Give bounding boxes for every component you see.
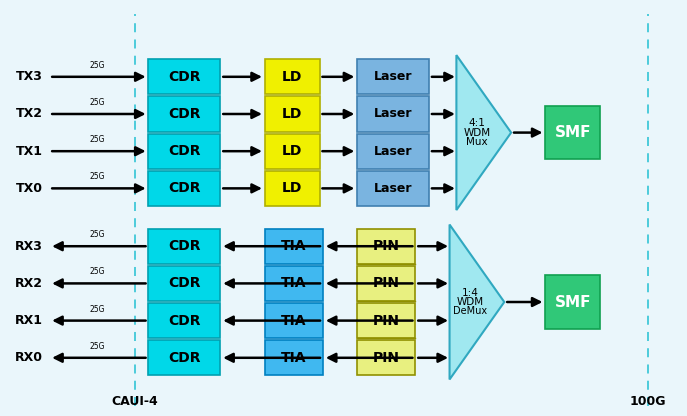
Text: DeMux: DeMux xyxy=(453,306,487,316)
Text: PIN: PIN xyxy=(373,314,400,328)
FancyBboxPatch shape xyxy=(357,340,416,375)
FancyBboxPatch shape xyxy=(148,266,221,301)
FancyBboxPatch shape xyxy=(264,229,323,264)
Text: TIA: TIA xyxy=(281,351,306,365)
Text: CAUI-4: CAUI-4 xyxy=(111,396,158,409)
FancyBboxPatch shape xyxy=(148,303,221,338)
Text: TIA: TIA xyxy=(281,314,306,328)
FancyBboxPatch shape xyxy=(545,275,600,329)
Text: Laser: Laser xyxy=(374,70,412,83)
Text: LD: LD xyxy=(282,181,302,196)
Text: RX0: RX0 xyxy=(14,351,43,364)
Text: 100G: 100G xyxy=(630,396,666,409)
Text: LD: LD xyxy=(282,107,302,121)
FancyBboxPatch shape xyxy=(545,106,600,159)
Text: WDM: WDM xyxy=(464,128,491,138)
Text: RX3: RX3 xyxy=(14,240,43,253)
Text: TIA: TIA xyxy=(281,276,306,290)
Text: CDR: CDR xyxy=(168,314,201,328)
Text: CDR: CDR xyxy=(168,144,201,158)
FancyBboxPatch shape xyxy=(264,171,319,206)
Polygon shape xyxy=(456,55,511,210)
Text: CDR: CDR xyxy=(168,276,201,290)
Text: LD: LD xyxy=(282,144,302,158)
Text: CDR: CDR xyxy=(168,351,201,365)
FancyBboxPatch shape xyxy=(148,59,221,94)
Text: SMF: SMF xyxy=(554,125,591,140)
Text: 25G: 25G xyxy=(89,305,105,314)
FancyBboxPatch shape xyxy=(264,134,319,169)
FancyBboxPatch shape xyxy=(357,59,429,94)
Text: 25G: 25G xyxy=(89,267,105,276)
Text: 4:1: 4:1 xyxy=(469,119,486,129)
FancyBboxPatch shape xyxy=(148,171,221,206)
Polygon shape xyxy=(449,225,504,379)
Text: LD: LD xyxy=(282,70,302,84)
Text: Laser: Laser xyxy=(374,145,412,158)
Text: 25G: 25G xyxy=(89,230,105,239)
FancyBboxPatch shape xyxy=(148,97,221,131)
FancyBboxPatch shape xyxy=(264,97,319,131)
Text: Laser: Laser xyxy=(374,182,412,195)
Text: TX1: TX1 xyxy=(15,145,43,158)
Text: 1:4: 1:4 xyxy=(462,288,479,298)
Text: PIN: PIN xyxy=(373,276,400,290)
Text: PIN: PIN xyxy=(373,351,400,365)
Text: TX3: TX3 xyxy=(16,70,43,83)
Text: RX2: RX2 xyxy=(14,277,43,290)
FancyBboxPatch shape xyxy=(357,266,416,301)
Text: CDR: CDR xyxy=(168,239,201,253)
Text: 25G: 25G xyxy=(89,172,105,181)
FancyBboxPatch shape xyxy=(264,303,323,338)
Text: TIA: TIA xyxy=(281,239,306,253)
Text: TX2: TX2 xyxy=(15,107,43,121)
FancyBboxPatch shape xyxy=(357,97,429,131)
Text: 25G: 25G xyxy=(89,61,105,70)
FancyBboxPatch shape xyxy=(357,134,429,169)
Text: SMF: SMF xyxy=(554,295,591,310)
FancyBboxPatch shape xyxy=(148,229,221,264)
Text: PIN: PIN xyxy=(373,239,400,253)
FancyBboxPatch shape xyxy=(148,134,221,169)
FancyBboxPatch shape xyxy=(357,171,429,206)
Text: CDR: CDR xyxy=(168,70,201,84)
Text: 25G: 25G xyxy=(89,135,105,144)
Text: TX0: TX0 xyxy=(15,182,43,195)
Text: WDM: WDM xyxy=(457,297,484,307)
Text: Mux: Mux xyxy=(466,137,488,147)
Text: CDR: CDR xyxy=(168,107,201,121)
FancyBboxPatch shape xyxy=(148,340,221,375)
Text: RX1: RX1 xyxy=(14,314,43,327)
FancyBboxPatch shape xyxy=(264,266,323,301)
FancyBboxPatch shape xyxy=(357,303,416,338)
Text: Laser: Laser xyxy=(374,107,412,121)
FancyBboxPatch shape xyxy=(264,340,323,375)
FancyBboxPatch shape xyxy=(264,59,319,94)
Text: CDR: CDR xyxy=(168,181,201,196)
Text: 25G: 25G xyxy=(89,342,105,351)
Text: 25G: 25G xyxy=(89,98,105,107)
FancyBboxPatch shape xyxy=(357,229,416,264)
